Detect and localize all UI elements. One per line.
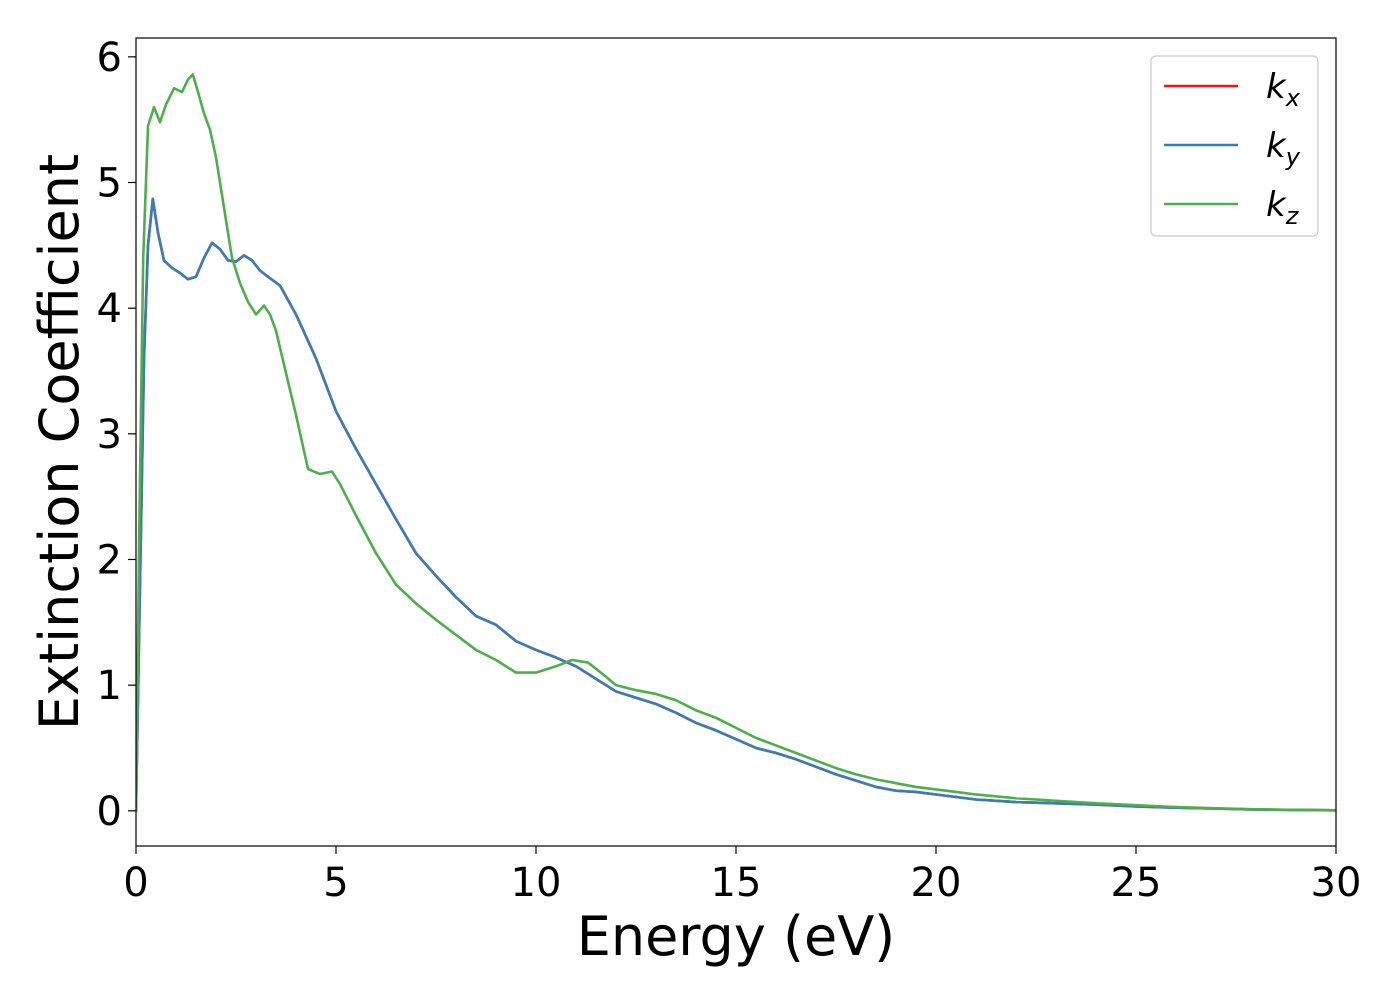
legend-label-base: k — [1266, 126, 1287, 166]
legend-label-x: kx — [1266, 67, 1301, 112]
y-tick-label: 1 — [97, 663, 122, 709]
x-axis-title: Energy (eV) — [577, 905, 896, 968]
y-tick-label: 6 — [97, 35, 122, 81]
y-tick-label: 2 — [97, 537, 122, 583]
y-tick-label: 3 — [97, 412, 122, 458]
y-axis-ticks: 0 1 2 3 4 5 6 — [97, 35, 136, 835]
series-line-x — [136, 197, 1336, 813]
y-axis-title: Extinction Coefficient — [28, 154, 91, 730]
legend-label-z: kz — [1266, 185, 1300, 230]
series-line-y — [136, 197, 1336, 813]
legend-label-subscript: y — [1285, 143, 1301, 171]
y-tick-label: 5 — [97, 161, 122, 207]
x-axis-ticks: 0 5 10 15 20 25 30 — [123, 846, 1361, 906]
x-tick-label: 0 — [123, 860, 148, 906]
legend-label-base: k — [1266, 185, 1287, 225]
x-tick-label: 30 — [1311, 860, 1362, 906]
legend-label-subscript: x — [1285, 84, 1301, 112]
x-tick-label: 15 — [711, 860, 762, 906]
y-tick-label: 0 — [97, 789, 122, 835]
series-line-z — [136, 73, 1336, 813]
y-tick-label: 4 — [97, 286, 122, 332]
legend-label-base: k — [1266, 67, 1287, 107]
x-tick-label: 10 — [511, 860, 562, 906]
x-tick-label: 20 — [911, 860, 962, 906]
series-layer — [136, 73, 1336, 813]
x-tick-label: 5 — [323, 860, 348, 906]
legend-label-y: ky — [1266, 126, 1301, 171]
legend-label-subscript: z — [1285, 202, 1300, 230]
x-tick-label: 25 — [1111, 860, 1162, 906]
